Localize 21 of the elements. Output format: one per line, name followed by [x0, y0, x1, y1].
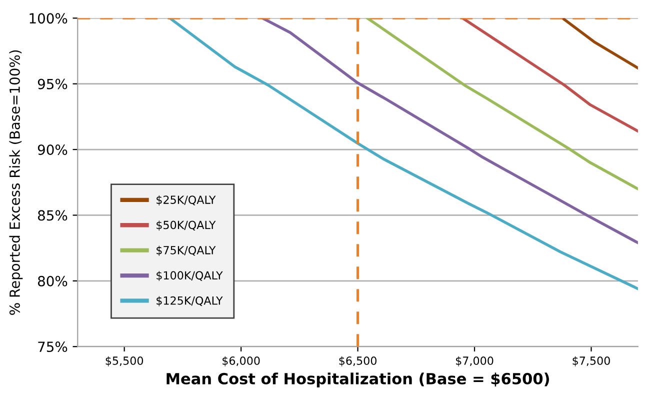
- line-series: [461, 18, 638, 133]
- legend-label: $25K/QALY: [156, 195, 216, 206]
- line-series: [366, 18, 638, 190]
- x-tick-label: $5,500: [106, 356, 144, 366]
- x-tick-label: $7,500: [572, 356, 610, 366]
- x-axis-title: Mean Cost of Hospitalization (Base = $6500): [166, 372, 549, 388]
- y-tick-label: 100%: [30, 13, 68, 24]
- y-tick-label: 80%: [38, 276, 68, 286]
- y-tick-label: 90%: [38, 144, 68, 155]
- line-series: [261, 18, 638, 244]
- y-tick-label: 75%: [38, 342, 68, 352]
- legend-label: $125K/QALY: [156, 296, 223, 306]
- y-axis-title: % Reported Excess Risk (Base=100%): [9, 50, 23, 315]
- y-tick-label: 85%: [38, 210, 68, 221]
- x-tick-label: $6,000: [222, 356, 260, 366]
- y-tick-label: 95%: [38, 78, 68, 90]
- x-tick-label: $6,500: [339, 356, 376, 366]
- legend-label: $100K/QALY: [156, 270, 223, 282]
- legend-label: $50K/QALY: [156, 220, 216, 231]
- legend-label: $75K/QALY: [156, 246, 216, 256]
- x-tick-label: $7,000: [456, 356, 494, 366]
